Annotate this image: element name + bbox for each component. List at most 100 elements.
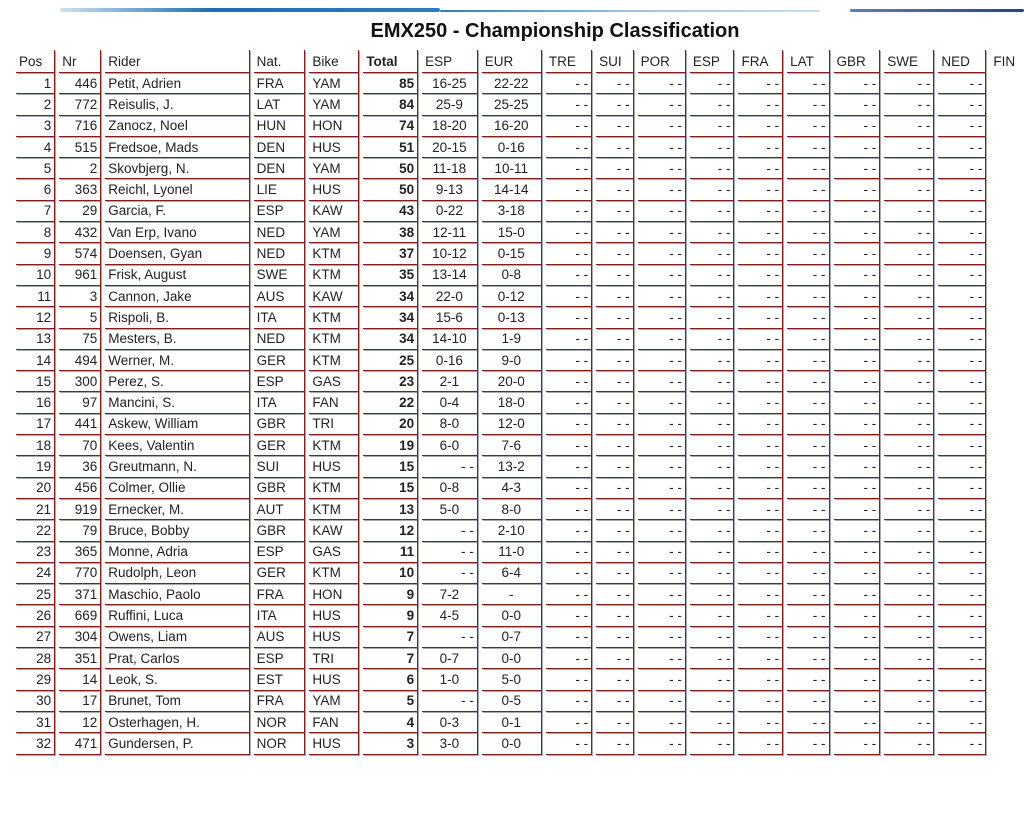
column-header[interactable]: Nat. — [253, 50, 306, 73]
round-cell: - - — [596, 733, 634, 755]
bike-cell: YAM — [309, 158, 360, 180]
round-cell: - - — [884, 584, 935, 606]
eur-cell: 4-3 — [481, 477, 542, 499]
nat-cell: NOR — [253, 711, 306, 734]
eur-cell: 7-6 — [481, 435, 542, 457]
bike-cell: TRI — [309, 648, 360, 670]
round-cell: - - — [938, 158, 987, 180]
total-cell: 34 — [363, 285, 419, 308]
round-cell: - - — [938, 584, 987, 606]
round-cell: - - — [689, 711, 735, 734]
nr-cell: 17 — [59, 690, 102, 712]
header-brush-decoration-3 — [850, 9, 1024, 12]
column-header[interactable]: SWE — [884, 50, 935, 73]
round-cell: - - — [545, 200, 593, 223]
rider-cell: Brunet, Tom — [105, 690, 250, 712]
pos-cell: 31 — [16, 711, 56, 734]
column-header[interactable]: GBR — [833, 50, 881, 73]
total-cell: 9 — [363, 584, 419, 606]
nr-cell: 770 — [59, 562, 102, 585]
eur-cell: 0-5 — [481, 690, 542, 712]
rider-cell: Leok, S. — [105, 669, 250, 691]
round-cell: - - — [787, 733, 830, 755]
round-cell: - - — [637, 413, 686, 436]
round-cell: - - — [884, 285, 935, 308]
round-cell: - - — [938, 222, 987, 244]
esp-cell: 0-22 — [422, 200, 478, 223]
column-header[interactable]: Nr — [59, 50, 102, 73]
round-cell: - - — [938, 264, 987, 286]
round-cell: - - — [938, 179, 987, 201]
round-cell: - - — [545, 584, 593, 606]
round-cell: - - — [689, 562, 735, 585]
round-cell: - - — [545, 520, 593, 542]
column-header[interactable]: POR — [637, 50, 686, 73]
pos-cell: 24 — [16, 562, 56, 585]
column-header[interactable]: Total — [363, 50, 419, 73]
round-cell: - - — [738, 264, 784, 286]
column-header[interactable]: Bike — [309, 50, 360, 73]
table-row: 20 456 Colmer, Ollie GBR KTM 15 0-8 4-3- -- -- … — [16, 477, 1020, 499]
round-cell: - - — [938, 200, 987, 223]
round-cell: - - — [884, 520, 935, 542]
round-cell: - - — [637, 328, 686, 350]
nr-cell: 772 — [59, 94, 102, 116]
pos-cell: 7 — [16, 200, 56, 223]
pos-cell: 22 — [16, 520, 56, 542]
round-cell: - - — [884, 711, 935, 734]
pos-cell: 15 — [16, 371, 56, 393]
round-cell: - - — [833, 264, 881, 286]
round-cell: - - — [596, 562, 634, 585]
round-cell: - - — [545, 733, 593, 755]
column-header[interactable]: LAT — [787, 50, 830, 73]
esp-cell: 18-20 — [422, 115, 478, 137]
column-header[interactable]: EUR — [481, 50, 542, 73]
nr-cell: 79 — [59, 520, 102, 542]
round-cell: - - — [938, 94, 987, 116]
round-cell: - - — [938, 285, 987, 308]
esp-cell: - - — [422, 690, 478, 712]
esp-cell: 0-8 — [422, 477, 478, 499]
round-cell: - - — [545, 498, 593, 521]
nat-cell: ESP — [253, 648, 306, 670]
total-cell: 43 — [363, 200, 419, 223]
pos-cell: 3 — [16, 115, 56, 137]
round-cell: - - — [596, 520, 634, 542]
column-header[interactable]: ESP — [422, 50, 478, 73]
round-cell: - - — [689, 179, 735, 201]
round-cell: - - — [884, 626, 935, 649]
column-header[interactable]: NED — [938, 50, 987, 73]
round-cell: - - — [545, 307, 593, 329]
empty-cell — [990, 116, 1020, 137]
column-header[interactable]: FRA — [738, 50, 784, 73]
round-cell: - - — [637, 541, 686, 563]
round-cell: - - — [787, 605, 830, 627]
bike-cell: KTM — [309, 477, 360, 499]
column-header[interactable]: Rider — [105, 50, 250, 73]
empty-cell — [990, 478, 1020, 499]
column-header[interactable]: TRE — [545, 50, 593, 73]
esp-cell: - - — [422, 626, 478, 649]
column-header[interactable]: FIN — [993, 54, 1016, 69]
round-cell: - - — [787, 328, 830, 350]
column-header[interactable]: SUI — [596, 50, 634, 73]
round-cell: - - — [596, 541, 634, 563]
table-row: 13 75 Mesters, B. NED KTM 34 14-10 1-9- -- -- -… — [16, 328, 1020, 350]
empty-cell — [990, 371, 1020, 392]
nr-cell: 29 — [59, 200, 102, 223]
rider-cell: Maschio, Paolo — [105, 584, 250, 606]
round-cell: - - — [637, 562, 686, 585]
round-cell: - - — [938, 435, 987, 457]
eur-cell: 18-0 — [481, 392, 542, 414]
round-cell: - - — [787, 179, 830, 201]
esp-cell: 0-7 — [422, 648, 478, 670]
round-cell: - - — [738, 648, 784, 670]
round-cell: - - — [884, 371, 935, 393]
column-header[interactable]: Pos — [16, 50, 56, 73]
round-cell: - - — [938, 115, 987, 137]
round-cell: - - — [637, 371, 686, 393]
empty-cell — [990, 414, 1020, 435]
rider-cell: Doensen, Gyan — [105, 243, 250, 265]
column-header[interactable]: ESP — [689, 50, 735, 73]
esp-cell: 10-12 — [422, 243, 478, 265]
